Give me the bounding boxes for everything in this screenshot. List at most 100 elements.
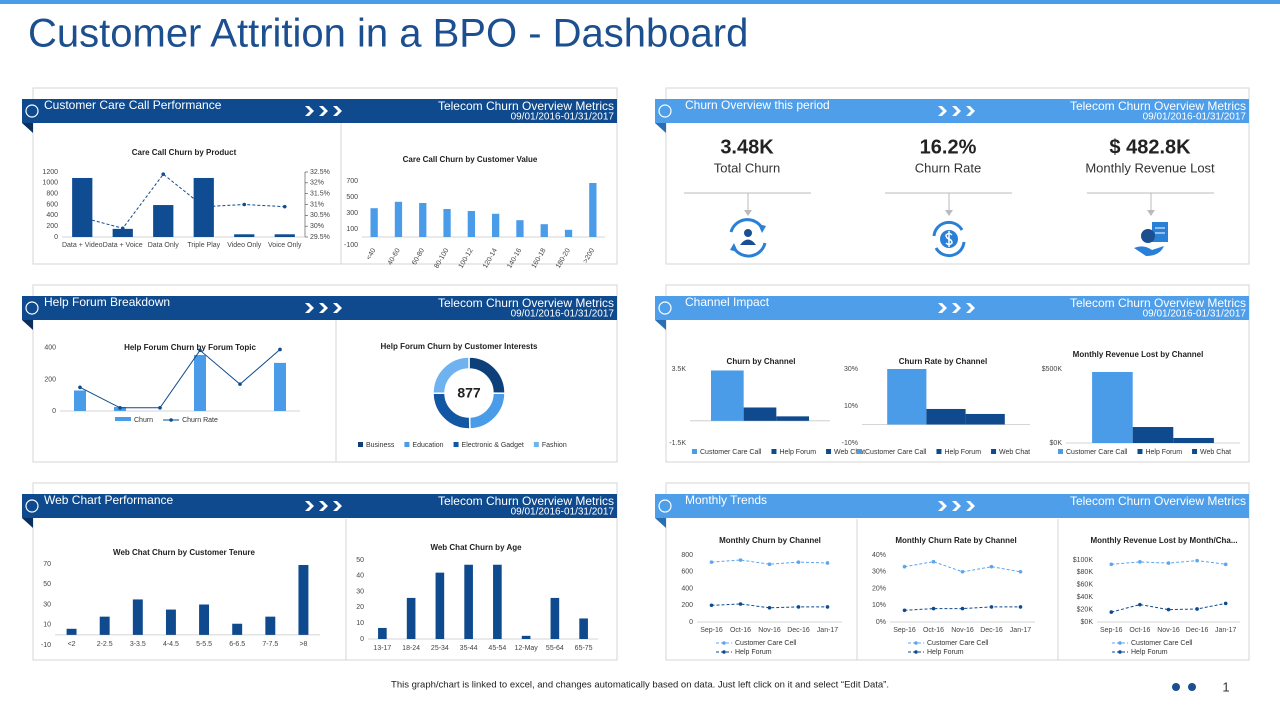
- x-tick-label: Nov-16: [1157, 627, 1180, 634]
- legend-swatch: [404, 442, 410, 447]
- y-tick-label: 600: [46, 201, 58, 208]
- y-tick-label: $60K: [1077, 582, 1094, 589]
- bar: [74, 390, 86, 411]
- legend-swatch: [115, 417, 131, 421]
- y-tick-label: 10: [43, 622, 51, 629]
- header-icon: [658, 301, 672, 315]
- x-tick-label: Data + Video: [62, 242, 103, 249]
- x-tick-label: Video Only: [227, 242, 262, 249]
- y-tick-label: 1200: [42, 169, 58, 176]
- page-dot: [1172, 683, 1180, 691]
- point: [80, 215, 85, 220]
- x-tick-label: >8: [299, 641, 307, 648]
- y-tick-label: 10%: [844, 403, 858, 410]
- point: [278, 347, 282, 352]
- kpi-group: 3.48K Total Churn 16.2% Churn Rate $ 482…: [684, 136, 1215, 258]
- bar: [550, 597, 560, 639]
- y-tick-label: 0: [689, 619, 693, 626]
- point: [1138, 560, 1142, 564]
- x-tick-label: 6-6.5: [229, 641, 245, 648]
- bar: [564, 229, 573, 237]
- point: [1138, 602, 1142, 607]
- bar: [492, 213, 500, 237]
- chart-title: Churn by Channel: [727, 357, 796, 366]
- point: [1195, 607, 1199, 611]
- legend-swatch: [914, 650, 918, 654]
- point: [931, 606, 936, 611]
- header-chevron: [305, 106, 314, 116]
- y2-tick-label: 29.5%: [310, 234, 330, 241]
- point: [960, 606, 965, 611]
- legend-label: Customer Care Call: [865, 449, 927, 456]
- y-tick-label: 1000: [42, 180, 58, 187]
- panel-title: Customer Care Call Performance: [44, 98, 222, 112]
- panel-header: [655, 494, 1249, 518]
- legend-label: Help Forum: [735, 649, 772, 656]
- panel-subtitle: Telecom Churn Overview Metrics: [438, 296, 614, 310]
- bar: [378, 627, 387, 639]
- legend-label: Help Forum: [1131, 649, 1168, 656]
- bar: [406, 597, 416, 639]
- bar: [394, 201, 403, 237]
- point: [161, 172, 166, 176]
- panel-date: 09/01/2016-01/31/2017: [1143, 112, 1247, 123]
- x-tick-label: Oct-16: [1129, 627, 1150, 634]
- revenue-icon: [1134, 222, 1168, 256]
- bar: [165, 609, 176, 635]
- legend-swatch: [1192, 449, 1198, 454]
- y-tick-label: 20: [356, 604, 364, 611]
- header-chevron: [938, 106, 947, 116]
- panel-header: [22, 99, 617, 123]
- page-number: 1: [1222, 679, 1229, 694]
- y-tick-label: 40: [356, 573, 364, 580]
- bar: [298, 565, 309, 635]
- header-chevron: [952, 106, 961, 116]
- point: [78, 385, 82, 390]
- legend-swatch: [771, 449, 777, 454]
- legend-swatch: [722, 650, 726, 654]
- bar: [72, 177, 93, 237]
- legend-label: Help Forum: [1145, 449, 1182, 456]
- x-tick-label: 45-54: [488, 645, 506, 652]
- bar: [464, 564, 473, 639]
- legend-label: Fashion: [542, 442, 567, 449]
- kpi-label: Monthly Revenue Lost: [1085, 160, 1215, 175]
- y2-tick-label: 30.5%: [310, 212, 330, 219]
- top-bar: [0, 0, 1280, 4]
- donut-total: 877: [457, 385, 481, 401]
- chart-title: Monthly Revenue Lost by Channel: [1073, 350, 1204, 359]
- x-tick-label: 3-3.5: [130, 641, 146, 648]
- y-tick-label: 30%: [844, 366, 858, 373]
- y-tick-label: 800: [46, 191, 58, 198]
- churn-icon: [729, 218, 767, 258]
- x-tick-label: Nov-16: [758, 627, 781, 634]
- kpi-value: $ 482.8K: [1109, 136, 1191, 158]
- panel-subtitle: Telecom Churn Overview Metrics: [438, 494, 614, 508]
- header-fold: [655, 320, 666, 330]
- x-tick-label: Data Only: [148, 242, 180, 249]
- line: [82, 173, 285, 229]
- panel-title: Help Forum Breakdown: [44, 295, 170, 309]
- x-tick-label: 12-May: [514, 645, 538, 652]
- x-tick-label: 65-75: [575, 645, 593, 652]
- x-tick-label: Jan-17: [1010, 627, 1032, 634]
- y-tick-label: 70: [43, 561, 51, 568]
- page-title: Customer Attrition in a BPO - Dashboard: [28, 12, 748, 56]
- bar: [521, 635, 531, 639]
- x-tick-label: Sep-16: [893, 627, 916, 634]
- bar: [234, 234, 255, 237]
- y-tick-label: 600: [681, 569, 693, 576]
- point: [1223, 562, 1228, 567]
- header-fold: [655, 518, 666, 528]
- point: [709, 560, 714, 564]
- bar: [1132, 427, 1174, 443]
- header-icon: [25, 301, 39, 315]
- y-tick-label: 100: [346, 226, 358, 233]
- legend-label: Web Chat: [1200, 449, 1231, 456]
- x-tick-label: Dec-16: [980, 627, 1003, 634]
- chart-title: Help Forum Churn by Customer Interests: [381, 342, 538, 351]
- legend-label: Help Forum: [944, 449, 981, 456]
- line: [79, 349, 281, 409]
- y-tick-label: 20%: [872, 585, 886, 592]
